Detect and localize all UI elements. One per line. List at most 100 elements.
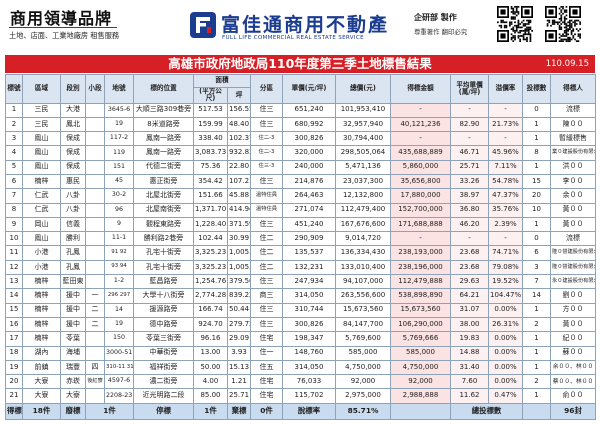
qr-module — [529, 33, 532, 36]
cell-subsection: 後紅寮 — [85, 374, 105, 390]
col-header-section: 段別 — [60, 74, 86, 104]
cell-winning-bid: 152,700,000 — [390, 202, 451, 218]
qr-module — [514, 38, 516, 41]
cell-area-ping: 1,005.88 — [227, 259, 251, 276]
cell-subsection — [85, 245, 105, 261]
cell-base-unit: 314,050 — [282, 359, 336, 376]
cell-district: 楠梓 — [22, 288, 61, 304]
cell-location: 大順三路309巷旁 — [133, 102, 194, 118]
cell-winning-bid: - — [390, 102, 451, 118]
cell-district: 楠梓 — [22, 331, 61, 347]
cell-bids: 2 — [522, 316, 551, 333]
cell-base-total: 101,953,410 — [335, 102, 391, 118]
qr-module — [560, 16, 563, 18]
qr-module — [563, 18, 566, 20]
cell-base-total: 84,147,700 — [335, 316, 391, 333]
qr-module — [551, 21, 554, 24]
cell-base-total: 2,975,000 — [335, 388, 391, 404]
cell-lot: 11-1 — [104, 231, 134, 247]
qr-code-icon[interactable] — [545, 6, 581, 42]
cell-location: 援源路旁 — [133, 302, 194, 318]
qr-module — [519, 30, 521, 32]
cell-zone: 住二 — [250, 259, 283, 276]
cell-no: 12 — [5, 259, 23, 276]
cell-lot: 3645-6 — [104, 102, 134, 118]
qr-module — [521, 35, 523, 37]
cell-winner: 劉００ — [550, 288, 596, 304]
qr-module — [514, 6, 516, 8]
qr-module — [510, 18, 513, 20]
qr-module — [500, 26, 503, 29]
cell-avg-unit: - — [450, 231, 489, 247]
qr-module — [560, 14, 563, 17]
qr-module — [502, 19, 504, 22]
qr-module — [567, 38, 569, 41]
table-row: 20 大寮 赤崁 後紅寮 4597-6 濃二街旁 4.00 1.21 住宅 76,033 92,00… — [5, 374, 596, 390]
cell-winning-bid: 92,000 — [390, 374, 451, 390]
qr-module — [521, 30, 523, 32]
qr-module — [510, 16, 513, 18]
qr-module — [517, 6, 520, 8]
cell-base-total: 112,479,400 — [335, 202, 391, 218]
cell-subsection — [85, 188, 105, 204]
qr-module — [510, 7, 513, 10]
qr-module — [565, 30, 568, 32]
cell-bids: 0 — [522, 102, 551, 118]
qr-module — [510, 38, 513, 41]
qr-module — [558, 40, 561, 42]
table-body: 1三民大港3645-6大順三路309巷旁517.53156.55住三651,24… — [5, 102, 596, 404]
cell-area-ping: 1.21 — [227, 374, 251, 390]
qr-module — [569, 36, 571, 39]
qr-module — [572, 28, 575, 30]
col-header-area: 面積 — [193, 74, 251, 88]
cell-premium: 47.37% — [488, 188, 523, 204]
qr-module — [572, 35, 575, 37]
cell-bids: 1 — [522, 388, 551, 404]
qr-module — [519, 38, 521, 41]
cell-winner: 黃００ — [550, 316, 596, 333]
qr-module — [565, 23, 568, 25]
qr-module — [509, 23, 511, 25]
qr-module — [577, 19, 580, 22]
cell-section: 八卦 — [60, 188, 86, 204]
qr-module — [515, 6, 518, 8]
cell-base-unit: 300,826 — [282, 131, 336, 147]
cell-avg-unit: 46.20 — [450, 216, 489, 233]
cell-no: 16 — [5, 316, 23, 333]
qr-module — [557, 21, 559, 24]
cell-no: 4 — [5, 145, 23, 161]
cell-area-sqm: 166.74 — [193, 302, 228, 318]
cell-premium: 0.00% — [488, 345, 523, 361]
cell-zone: 住宅 — [250, 388, 283, 404]
qr-module — [569, 26, 571, 29]
table-row: 15 楠梓 援中二 14 援源路旁 166.74 50.44 住三 310,744 15,673,… — [5, 302, 596, 318]
qr-module — [560, 23, 563, 25]
cell-no: 6 — [5, 173, 23, 190]
company-english-name: FULL LIFE COMMERCIAL REAL ESTATE SERVICE — [222, 35, 364, 41]
cell-location: 苓葉三街旁 — [133, 331, 194, 347]
cell-premium: 0.00% — [488, 359, 523, 376]
qr-module — [560, 18, 563, 20]
cell-winning-bid: 4,750,000 — [390, 359, 451, 376]
qr-module — [558, 36, 561, 39]
qr-module — [503, 26, 506, 29]
cell-lot: 93 94 — [104, 259, 134, 276]
qr-module — [519, 35, 521, 37]
qr-module — [569, 40, 571, 42]
cell-no: 21 — [5, 388, 23, 404]
cell-zone: 溫特住員 — [250, 188, 283, 204]
qr-module — [579, 28, 581, 30]
cell-zone: 住宅 — [250, 331, 283, 347]
cell-district: 大寮 — [22, 388, 61, 404]
qr-module — [509, 21, 511, 24]
col-header-premium: 溢價率 — [488, 74, 523, 104]
cell-base-unit: 314,050 — [282, 288, 336, 304]
qr-module — [515, 9, 518, 12]
cell-base-unit: 135,537 — [282, 245, 336, 261]
qr-module — [521, 26, 523, 29]
qr-code-icon[interactable] — [497, 6, 533, 42]
qr-module — [517, 21, 520, 24]
qr-module — [548, 33, 554, 39]
qr-module — [512, 26, 515, 29]
